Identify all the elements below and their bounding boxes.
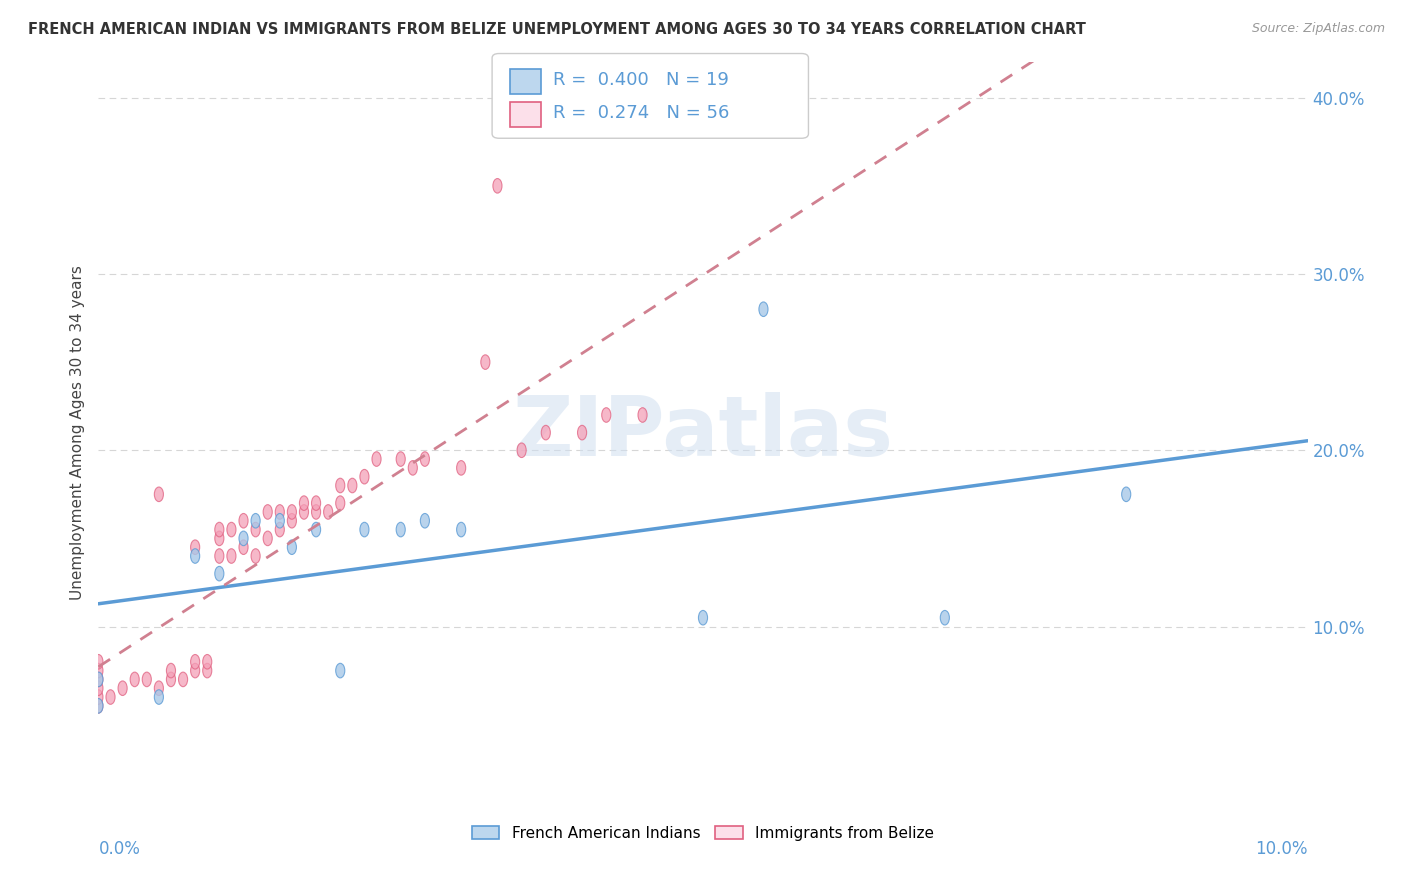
Ellipse shape [94,664,103,678]
Ellipse shape [494,178,502,194]
Ellipse shape [457,460,465,475]
Ellipse shape [336,496,344,510]
Ellipse shape [252,549,260,564]
Ellipse shape [287,505,297,519]
Ellipse shape [336,664,344,678]
Ellipse shape [131,672,139,687]
Ellipse shape [94,698,103,713]
Text: ZIPatlas: ZIPatlas [513,392,893,473]
Ellipse shape [94,698,103,713]
Ellipse shape [263,531,273,546]
Ellipse shape [276,514,284,528]
Ellipse shape [202,664,212,678]
Ellipse shape [191,549,200,564]
Text: R =  0.274   N = 56: R = 0.274 N = 56 [553,104,728,122]
Ellipse shape [541,425,550,440]
Ellipse shape [215,549,224,564]
Ellipse shape [457,523,465,537]
Ellipse shape [1122,487,1130,501]
Text: Source: ZipAtlas.com: Source: ZipAtlas.com [1251,22,1385,36]
Ellipse shape [215,566,224,581]
Ellipse shape [699,610,707,625]
Ellipse shape [215,531,224,546]
Y-axis label: Unemployment Among Ages 30 to 34 years: Unemployment Among Ages 30 to 34 years [69,265,84,600]
Ellipse shape [105,690,115,705]
Ellipse shape [312,496,321,510]
Ellipse shape [941,610,949,625]
Ellipse shape [239,514,247,528]
Ellipse shape [179,672,187,687]
Ellipse shape [215,523,224,537]
Ellipse shape [166,672,176,687]
Ellipse shape [94,681,103,696]
Ellipse shape [299,505,308,519]
Ellipse shape [638,408,647,422]
Ellipse shape [602,408,610,422]
Ellipse shape [396,523,405,537]
Ellipse shape [118,681,127,696]
Ellipse shape [323,505,333,519]
Ellipse shape [94,672,103,687]
Ellipse shape [142,672,152,687]
Ellipse shape [759,301,768,317]
Ellipse shape [191,540,200,555]
Ellipse shape [239,540,247,555]
Ellipse shape [408,460,418,475]
Ellipse shape [517,443,526,458]
Ellipse shape [578,425,586,440]
Ellipse shape [360,523,368,537]
Ellipse shape [312,505,321,519]
Ellipse shape [252,523,260,537]
Legend: French American Indians, Immigrants from Belize: French American Indians, Immigrants from… [465,820,941,847]
Ellipse shape [202,655,212,669]
Ellipse shape [226,549,236,564]
Ellipse shape [396,451,405,467]
Ellipse shape [276,523,284,537]
Ellipse shape [252,514,260,528]
Ellipse shape [166,664,176,678]
Ellipse shape [155,487,163,501]
Ellipse shape [94,655,103,669]
Ellipse shape [94,672,103,687]
Ellipse shape [276,505,284,519]
Ellipse shape [226,523,236,537]
Ellipse shape [155,690,163,705]
Ellipse shape [420,451,429,467]
Ellipse shape [299,496,308,510]
Text: 10.0%: 10.0% [1256,840,1308,858]
Ellipse shape [360,469,368,484]
Text: 0.0%: 0.0% [98,840,141,858]
Ellipse shape [347,478,357,492]
Ellipse shape [155,681,163,696]
Ellipse shape [312,523,321,537]
Ellipse shape [420,514,429,528]
Ellipse shape [94,690,103,705]
Ellipse shape [239,531,247,546]
Ellipse shape [263,505,273,519]
Ellipse shape [287,514,297,528]
Ellipse shape [287,540,297,555]
Ellipse shape [481,355,489,369]
Ellipse shape [191,655,200,669]
Ellipse shape [191,664,200,678]
Ellipse shape [336,478,344,492]
Text: R =  0.400   N = 19: R = 0.400 N = 19 [553,71,728,89]
Text: FRENCH AMERICAN INDIAN VS IMMIGRANTS FROM BELIZE UNEMPLOYMENT AMONG AGES 30 TO 3: FRENCH AMERICAN INDIAN VS IMMIGRANTS FRO… [28,22,1085,37]
Ellipse shape [373,451,381,467]
